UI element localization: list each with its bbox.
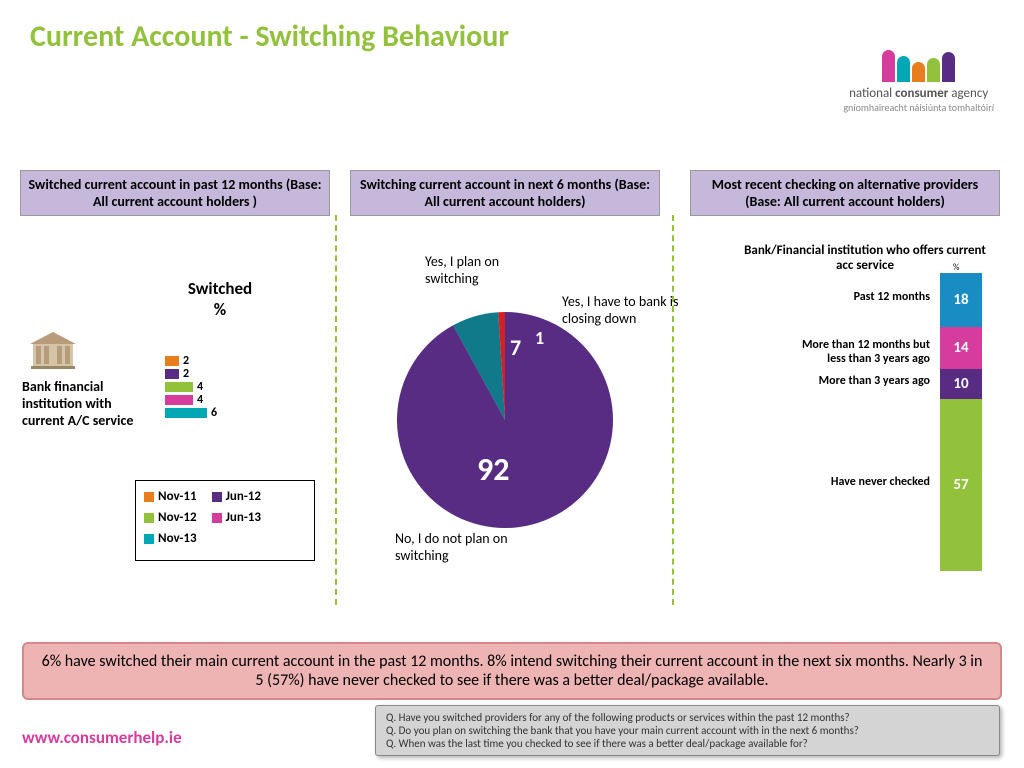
pie-label-yes-closing: Yes, I have to bank is closing down	[562, 293, 697, 327]
bank-icon	[28, 330, 78, 370]
svg-text:92: 92	[477, 450, 509, 489]
panel-switching: Switching current account in next 6 mont…	[350, 170, 660, 216]
legend-item: Nov-11	[144, 489, 197, 504]
pie-chart: 71 92	[395, 310, 615, 530]
divider-1	[335, 215, 337, 605]
small-bar: 2	[165, 355, 217, 367]
svg-text:1: 1	[535, 327, 544, 349]
legend-item: Jun-13	[212, 510, 261, 525]
stacked-bar: 18141057	[940, 273, 982, 571]
small-bar: 4	[165, 394, 217, 406]
url: www.consumerhelp.ie	[22, 727, 182, 748]
pct-label: %	[953, 262, 959, 273]
panel1-header: Switched current account in past 12 mont…	[20, 170, 330, 216]
stack-segment: 10	[940, 369, 982, 399]
legend-item: Jun-12	[212, 489, 261, 504]
small-bars: 22446	[165, 355, 217, 420]
legend-item: Nov-13	[144, 531, 197, 546]
page-title: Current Account - Switching Behaviour	[0, 0, 1024, 55]
panel-switched: Switched current account in past 12 mont…	[20, 170, 330, 216]
small-bar: 2	[165, 368, 217, 380]
stack-label: Past 12 months	[790, 290, 930, 304]
small-bar: 4	[165, 381, 217, 393]
stack-segment: 18	[940, 273, 982, 327]
bank-label: Bank financial institution with current …	[22, 378, 152, 429]
svg-text:7: 7	[510, 334, 521, 361]
switched-title: Switched %	[175, 278, 265, 320]
question-text: Q. Do you plan on switching the bank tha…	[386, 724, 989, 737]
legend-item: Nov-12	[144, 510, 197, 525]
small-bar: 6	[165, 407, 217, 419]
summary-box: 6% have switched their main current acco…	[22, 642, 1002, 700]
pie-label-no: No, I do not plan on switching	[395, 530, 545, 564]
divider-2	[672, 215, 674, 605]
question-text: Q. When was the last time you checked to…	[386, 737, 989, 750]
panel3-header: Most recent checking on alternative prov…	[690, 170, 1000, 216]
stack-label: More than 12 months but less than 3 year…	[790, 338, 930, 366]
question-text: Q. Have you switched providers for any o…	[386, 711, 989, 724]
panel-checking: Most recent checking on alternative prov…	[690, 170, 1000, 216]
stack-label: More than 3 years ago	[790, 374, 930, 388]
questions-box: Q. Have you switched providers for any o…	[375, 705, 1000, 756]
panel2-header: Switching current account in next 6 mont…	[350, 170, 660, 216]
agency-logo: national consumer agency gníomhaireacht …	[843, 50, 994, 114]
stack-segment: 57	[940, 399, 982, 571]
pie-label-yes-plan: Yes, I plan on switching	[425, 253, 535, 287]
stack-label: Have never checked	[790, 475, 930, 489]
stack-segment: 14	[940, 327, 982, 369]
legend: Nov-11 Jun-12 Nov-12 Jun-13 Nov-13	[135, 480, 315, 561]
